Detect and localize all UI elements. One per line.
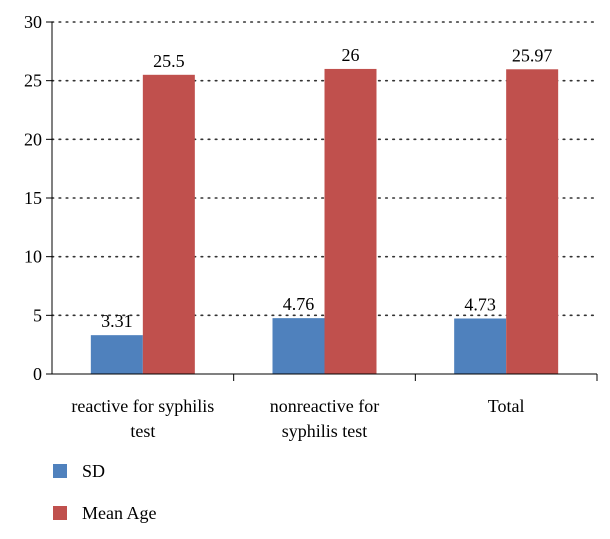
- legend-swatch: [53, 506, 67, 520]
- data-label: 4.76: [283, 294, 315, 314]
- data-label: 3.31: [101, 311, 133, 331]
- category-label: reactive for syphilis: [71, 396, 214, 416]
- category-labels: reactive for syphilis test nonreactive for…: [71, 396, 524, 441]
- category-label: test: [130, 421, 155, 441]
- y-tick-labels: 0 5 10 15 20 25 30: [24, 12, 42, 384]
- data-label: 25.97: [512, 45, 553, 65]
- bars: [90, 68, 559, 375]
- legend-label: SD: [82, 461, 105, 481]
- bar-sd: [90, 335, 143, 374]
- y-tick-label: 20: [24, 129, 42, 149]
- legend-swatch: [53, 464, 67, 478]
- category-label: syphilis test: [282, 421, 368, 441]
- y-tick-label: 30: [24, 12, 42, 32]
- bar-sd: [454, 318, 507, 374]
- data-label: 26: [342, 45, 360, 65]
- category-label: Total: [488, 396, 525, 416]
- bar-mean-age: [142, 74, 195, 375]
- bar-mean-age: [324, 68, 377, 374]
- data-label: 25.5: [153, 51, 185, 71]
- y-tick-label: 10: [24, 247, 42, 267]
- y-tick-label: 5: [33, 305, 42, 325]
- bar-sd: [272, 318, 325, 374]
- category-label: nonreactive for: [270, 396, 379, 416]
- axes: [46, 21, 598, 381]
- bar-mean-age: [506, 69, 559, 374]
- y-tick-label: 0: [33, 364, 42, 384]
- y-tick-label: 15: [24, 188, 42, 208]
- y-tick-label: 25: [24, 71, 42, 91]
- data-label: 4.73: [464, 295, 496, 315]
- legend-label: Mean Age: [82, 503, 156, 523]
- data-labels: 3.31 25.5 4.76 26 4.73 25.97: [101, 45, 552, 331]
- legend: SD Mean Age: [53, 461, 156, 523]
